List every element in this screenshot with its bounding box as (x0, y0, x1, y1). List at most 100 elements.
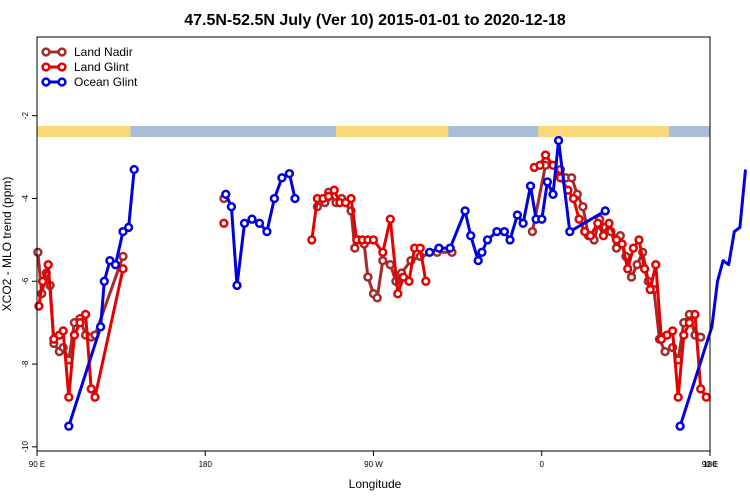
data-point-land-glint-41 (574, 214, 584, 224)
series-ocean-glint (64, 135, 747, 431)
data-point-land-nadir-24 (363, 272, 373, 282)
data-point-land-glint-62 (696, 384, 706, 394)
data-point-land-glint-7 (69, 330, 80, 340)
data-point-ocean-glint-14 (262, 226, 272, 237)
data-point-ocean-glint-34 (537, 214, 547, 224)
data-point-ocean-glint-36 (548, 189, 558, 199)
data-point-ocean-glint-24 (473, 255, 483, 266)
data-point-land-glint-48 (617, 239, 627, 249)
data-point-ocean-glint-0 (64, 421, 74, 431)
series-land-nadir (33, 160, 706, 365)
data-point-ocean-glint-28 (499, 226, 510, 237)
legend-label-ocean-glint: Ocean Glint (74, 75, 138, 89)
x-tick-label-5: 180 (703, 460, 717, 469)
x-axis-label: Longitude (349, 477, 402, 491)
data-point-land-nadir-21 (350, 243, 360, 253)
band-land (37, 126, 710, 137)
data-point-ocean-glint-23 (466, 231, 476, 241)
data-point-ocean-glint-31 (518, 218, 528, 228)
data-point-ocean-glint-4 (110, 260, 121, 270)
data-point-land-glint-8 (75, 318, 85, 328)
data-point-land-nadir-27 (378, 255, 388, 266)
data-point-land-glint-26 (378, 247, 388, 257)
data-point-land-glint-50 (628, 243, 639, 253)
data-point-ocean-glint-19 (424, 247, 435, 257)
series-land-glint (34, 150, 711, 402)
y-tick-label-1: -4 (21, 194, 30, 202)
series-line-ocean-glint-3 (678, 169, 747, 427)
data-point-land-glint-63 (701, 392, 711, 402)
legend-label-land-nadir: Land Nadir (74, 45, 133, 59)
x-tick-label-3: 0 (540, 460, 545, 469)
data-point-land-glint-52 (639, 264, 650, 274)
data-point-land-glint-54 (651, 260, 661, 270)
data-point-land-glint-28 (393, 289, 403, 299)
x-tick-label-4: 90 E (702, 460, 718, 469)
data-point-land-glint-1 (37, 276, 48, 286)
data-point-ocean-glint-13 (254, 218, 265, 228)
data-point-land-nadir-0 (33, 247, 43, 257)
data-point-land-nadir-41 (578, 202, 588, 212)
legend-marker-ocean-glint (41, 77, 51, 87)
data-point-ocean-glint-25 (477, 247, 487, 257)
data-point-land-glint-5 (58, 326, 68, 336)
data-point-ocean-glint-2 (99, 276, 109, 286)
data-point-land-nadir-28 (385, 260, 395, 270)
data-point-land-glint-12 (118, 264, 128, 274)
data-point-land-glint-14 (307, 235, 317, 245)
data-point-land-nadir-51 (632, 260, 642, 270)
data-point-land-glint-40 (568, 193, 579, 204)
series-line-land-glint-3 (533, 153, 708, 399)
series-layer (33, 135, 747, 431)
data-point-ocean-glint-17 (284, 168, 295, 179)
data-point-land-glint-18 (329, 185, 339, 195)
data-point-ocean-glint-27 (492, 226, 502, 237)
data-point-land-glint-13 (219, 218, 229, 228)
y-tick-label-2: -6 (21, 277, 30, 285)
legend-marker-land-glint (41, 62, 51, 72)
data-point-land-glint-43 (585, 231, 596, 241)
data-point-ocean-glint-12 (247, 214, 257, 224)
data-point-ocean-glint-1 (95, 322, 106, 332)
legend-marker-end-land-glint (57, 62, 67, 72)
data-point-land-glint-35 (535, 160, 545, 170)
data-point-land-glint-11 (90, 392, 100, 402)
chart-title: 47.5N-52.5N July (Ver 10) 2015-01-01 to … (184, 12, 566, 29)
data-point-land-glint-17 (323, 191, 334, 202)
data-point-ocean-glint-37 (553, 135, 564, 146)
legend-marker-end-ocean-glint (57, 77, 67, 87)
x-tick-label-1: 180 (199, 460, 213, 469)
y-tick-label-0: -2 (21, 112, 30, 120)
data-point-ocean-glint-7 (129, 164, 139, 175)
y-tick-label-4: -10 (21, 441, 30, 453)
band-ocean-2 (668, 126, 710, 137)
band-ocean-1 (448, 126, 539, 137)
data-point-land-glint-9 (80, 309, 91, 320)
data-point-land-glint-33 (421, 276, 431, 286)
data-point-ocean-glint-35 (542, 177, 553, 187)
data-point-ocean-glint-10 (232, 280, 242, 291)
data-point-ocean-glint-30 (512, 210, 523, 220)
legend-label-land-glint: Land Glint (74, 60, 129, 74)
data-point-ocean-glint-11 (239, 218, 250, 228)
data-point-land-glint-36 (540, 150, 551, 160)
data-point-land-glint-59 (679, 330, 689, 340)
data-point-land-glint-57 (667, 326, 678, 336)
data-point-land-glint-10 (86, 384, 96, 394)
data-point-ocean-glint-15 (269, 193, 280, 204)
data-point-ocean-glint-21 (445, 243, 455, 253)
data-point-land-glint-2 (43, 260, 53, 270)
data-point-ocean-glint-8 (221, 189, 231, 199)
data-point-land-nadir-35 (527, 226, 538, 237)
data-point-land-glint-27 (385, 214, 395, 224)
data-point-ocean-glint-22 (460, 206, 470, 216)
y-axis: -2 -4 -6 -8 -10 (21, 112, 37, 453)
data-point-ocean-glint-26 (482, 235, 493, 245)
data-point-land-nadir-50 (626, 272, 637, 282)
data-point-ocean-glint-39 (600, 206, 610, 216)
legend-marker-land-nadir (41, 47, 51, 57)
data-point-land-glint-25 (368, 235, 379, 245)
data-point-land-glint-30 (404, 276, 414, 286)
data-point-ocean-glint-6 (123, 222, 134, 233)
